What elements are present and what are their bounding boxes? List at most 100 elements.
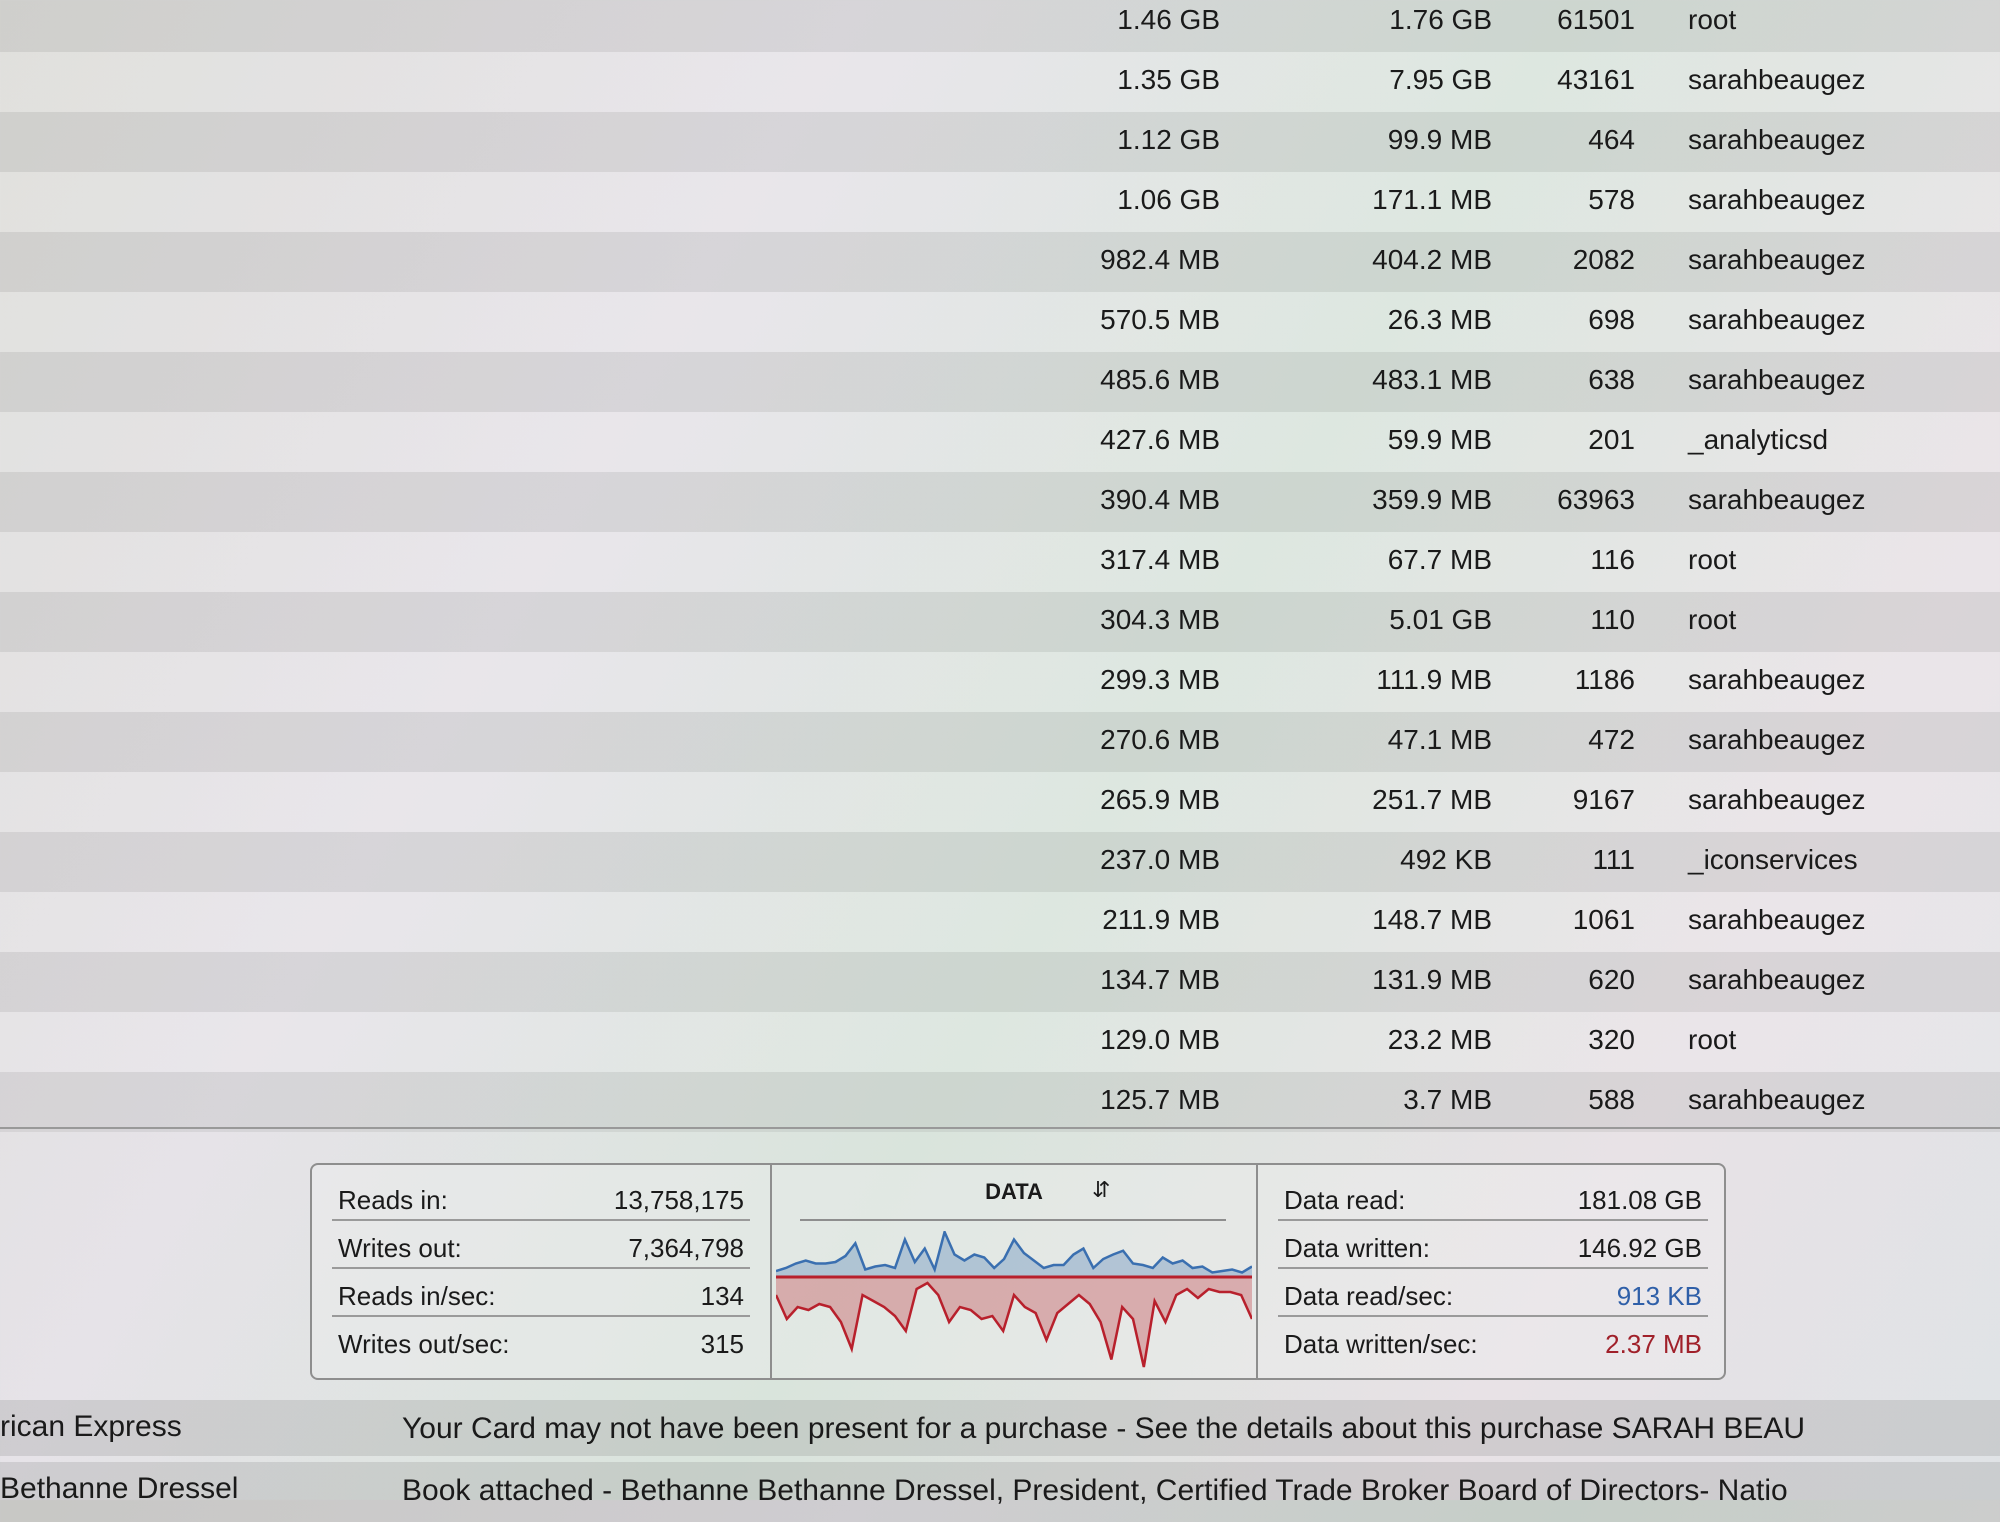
stat-value: 134 xyxy=(700,1281,744,1311)
data-read-line xyxy=(776,1231,1252,1274)
real-memory-cell: 299.3 MB xyxy=(1100,664,1220,695)
virtual-memory-cell: 7.95 GB xyxy=(1389,64,1492,95)
stat-label: Writes out: xyxy=(338,1233,462,1263)
pid-cell: 116 xyxy=(1590,544,1635,575)
real-memory-cell: 125.7 MB xyxy=(1100,1084,1220,1115)
pid-cell: 578 xyxy=(1588,184,1635,215)
real-memory-cell: 211.9 MB xyxy=(1102,904,1220,935)
pid-cell: 464 xyxy=(1588,124,1635,155)
up-down-chevron-icon[interactable]: ⇵ xyxy=(1092,1177,1111,1202)
virtual-memory-cell: 251.7 MB xyxy=(1372,784,1492,815)
table-row[interactable]: 1.06 GB 171.1 MB 578 sarahbeaugez xyxy=(0,172,2000,232)
user-cell: sarahbeaugez xyxy=(1688,784,1866,815)
real-memory-cell: 270.6 MB xyxy=(1100,724,1220,755)
data-written-area xyxy=(776,1277,1252,1367)
mail-row[interactable]: Bethanne Dressel Book attached - Bethanne… xyxy=(0,1462,2000,1522)
stat-label: Reads in: xyxy=(338,1185,448,1215)
graph-mode-label: DATA xyxy=(985,1179,1043,1204)
pid-cell: 588 xyxy=(1588,1084,1635,1115)
stat-label: Data read/sec: xyxy=(1284,1281,1454,1311)
pid-cell: 620 xyxy=(1588,964,1635,995)
real-memory-cell: 237.0 MB xyxy=(1100,844,1220,875)
user-cell: _analyticsd xyxy=(1688,424,1829,455)
writes-out-sec-stat: Writes out/sec: 315 xyxy=(332,1317,750,1365)
pid-cell: 2082 xyxy=(1572,244,1635,275)
data-read-sec-stat: Data read/sec: 913 KB xyxy=(1278,1269,1708,1317)
virtual-memory-cell: 359.9 MB xyxy=(1372,484,1492,515)
virtual-memory-cell: 3.7 MB xyxy=(1403,1084,1492,1115)
table-row[interactable]: 125.7 MB 3.7 MB 588 sarahbeaugez xyxy=(0,1072,2000,1132)
user-cell: sarahbeaugez xyxy=(1688,184,1866,215)
user-cell: _iconservices xyxy=(1688,844,1858,875)
real-memory-cell: 1.06 GB xyxy=(1117,184,1220,215)
graph-mode-selector[interactable]: DATA xyxy=(772,1179,1256,1205)
mail-subject: Your Card may not have been present for … xyxy=(402,1412,1806,1445)
pid-cell: 61501 xyxy=(1557,4,1635,35)
divider xyxy=(800,1219,1226,1221)
virtual-memory-cell: 404.2 MB xyxy=(1372,244,1492,275)
stat-value: 7,364,798 xyxy=(628,1233,744,1263)
io-counts-section: Reads in: 13,758,175 Writes out: 7,364,798… xyxy=(312,1165,772,1378)
mail-sender: rican Express xyxy=(0,1410,182,1443)
virtual-memory-cell: 47.1 MB xyxy=(1387,724,1492,755)
reads-in-stat: Reads in: 13,758,175 xyxy=(332,1173,750,1221)
virtual-memory-cell: 1.76 GB xyxy=(1389,4,1492,35)
disk-activity-graph xyxy=(776,1231,1252,1368)
stat-label: Reads in/sec: xyxy=(338,1281,496,1311)
data-written-line xyxy=(776,1281,1252,1368)
table-row[interactable]: 485.6 MB 483.1 MB 638 sarahbeaugez xyxy=(0,352,2000,412)
pid-cell: 63963 xyxy=(1557,484,1635,515)
real-memory-cell: 1.46 GB xyxy=(1117,4,1220,35)
virtual-memory-cell: 148.7 MB xyxy=(1372,904,1492,935)
real-memory-cell: 982.4 MB xyxy=(1100,244,1220,275)
pid-cell: 320 xyxy=(1588,1024,1635,1055)
table-row[interactable]: 1.12 GB 99.9 MB 464 sarahbeaugez xyxy=(0,112,2000,172)
mail-sender: Bethanne Dressel xyxy=(0,1472,239,1505)
virtual-memory-cell: 67.7 MB xyxy=(1387,544,1492,575)
stat-value: 13,758,175 xyxy=(613,1185,744,1215)
virtual-memory-cell: 23.2 MB xyxy=(1387,1024,1492,1055)
data-written-stat: Data written: 146.92 GB xyxy=(1278,1221,1708,1269)
table-row[interactable]: 1.46 GB 1.76 GB 61501 root xyxy=(0,0,2000,52)
real-memory-cell: 1.12 GB xyxy=(1117,124,1220,155)
pid-cell: 43161 xyxy=(1557,64,1635,95)
table-row[interactable]: 299.3 MB 111.9 MB 1186 sarahbeaugez xyxy=(0,652,2000,712)
table-row[interactable]: 1.35 GB 7.95 GB 43161 sarahbeaugez xyxy=(0,52,2000,112)
virtual-memory-cell: 171.1 MB xyxy=(1372,184,1492,215)
user-cell: sarahbeaugez xyxy=(1688,484,1866,515)
pid-cell: 9167 xyxy=(1572,784,1635,815)
table-row[interactable]: 390.4 MB 359.9 MB 63963 sarahbeaugez xyxy=(0,472,2000,532)
stat-label: Writes out/sec: xyxy=(338,1329,510,1359)
disk-summary-panel: Reads in: 13,758,175 Writes out: 7,364,798… xyxy=(310,1163,1726,1380)
virtual-memory-cell: 59.9 MB xyxy=(1387,424,1492,455)
pid-cell: 1061 xyxy=(1572,904,1635,935)
user-cell: sarahbeaugez xyxy=(1688,304,1866,335)
graph-section: DATA ⇵ xyxy=(772,1165,1258,1378)
user-cell: sarahbeaugez xyxy=(1688,904,1866,935)
stat-value: 913 KB xyxy=(1616,1281,1702,1311)
user-cell: sarahbeaugez xyxy=(1688,64,1866,95)
user-cell: sarahbeaugez xyxy=(1688,124,1866,155)
data-read-stat: Data read: 181.08 GB xyxy=(1278,1173,1708,1221)
pid-cell: 201 xyxy=(1588,424,1635,455)
virtual-memory-cell: 492 KB xyxy=(1400,844,1492,875)
table-row[interactable]: 982.4 MB 404.2 MB 2082 sarahbeaugez xyxy=(0,232,2000,292)
table-row[interactable]: 570.5 MB 26.3 MB 698 sarahbeaugez xyxy=(0,292,2000,352)
table-row[interactable]: 129.0 MB 23.2 MB 320 root xyxy=(0,1012,2000,1072)
virtual-memory-cell: 99.9 MB xyxy=(1387,124,1492,155)
user-cell: root xyxy=(1688,544,1737,575)
table-row[interactable]: 211.9 MB 148.7 MB 1061 sarahbeaugez xyxy=(0,892,2000,952)
table-row[interactable]: 427.6 MB 59.9 MB 201 _analyticsd xyxy=(0,412,2000,472)
table-row[interactable]: 270.6 MB 47.1 MB 472 sarahbeaugez xyxy=(0,712,2000,772)
reads-in-sec-stat: Reads in/sec: 134 xyxy=(332,1269,750,1317)
table-row[interactable]: 134.7 MB 131.9 MB 620 sarahbeaugez xyxy=(0,952,2000,1012)
table-row[interactable]: 317.4 MB 67.7 MB 116 root xyxy=(0,532,2000,592)
user-cell: root xyxy=(1688,604,1737,635)
table-row[interactable]: 304.3 MB 5.01 GB 110 root xyxy=(0,592,2000,652)
table-row[interactable]: 265.9 MB 251.7 MB 9167 sarahbeaugez xyxy=(0,772,2000,832)
user-cell: sarahbeaugez xyxy=(1688,964,1866,995)
pid-cell: 698 xyxy=(1588,304,1635,335)
mail-row[interactable]: rican Express Your Card may not have been… xyxy=(0,1400,2000,1456)
table-row[interactable]: 237.0 MB 492 KB 111 _iconservices xyxy=(0,832,2000,892)
user-cell: sarahbeaugez xyxy=(1688,724,1866,755)
